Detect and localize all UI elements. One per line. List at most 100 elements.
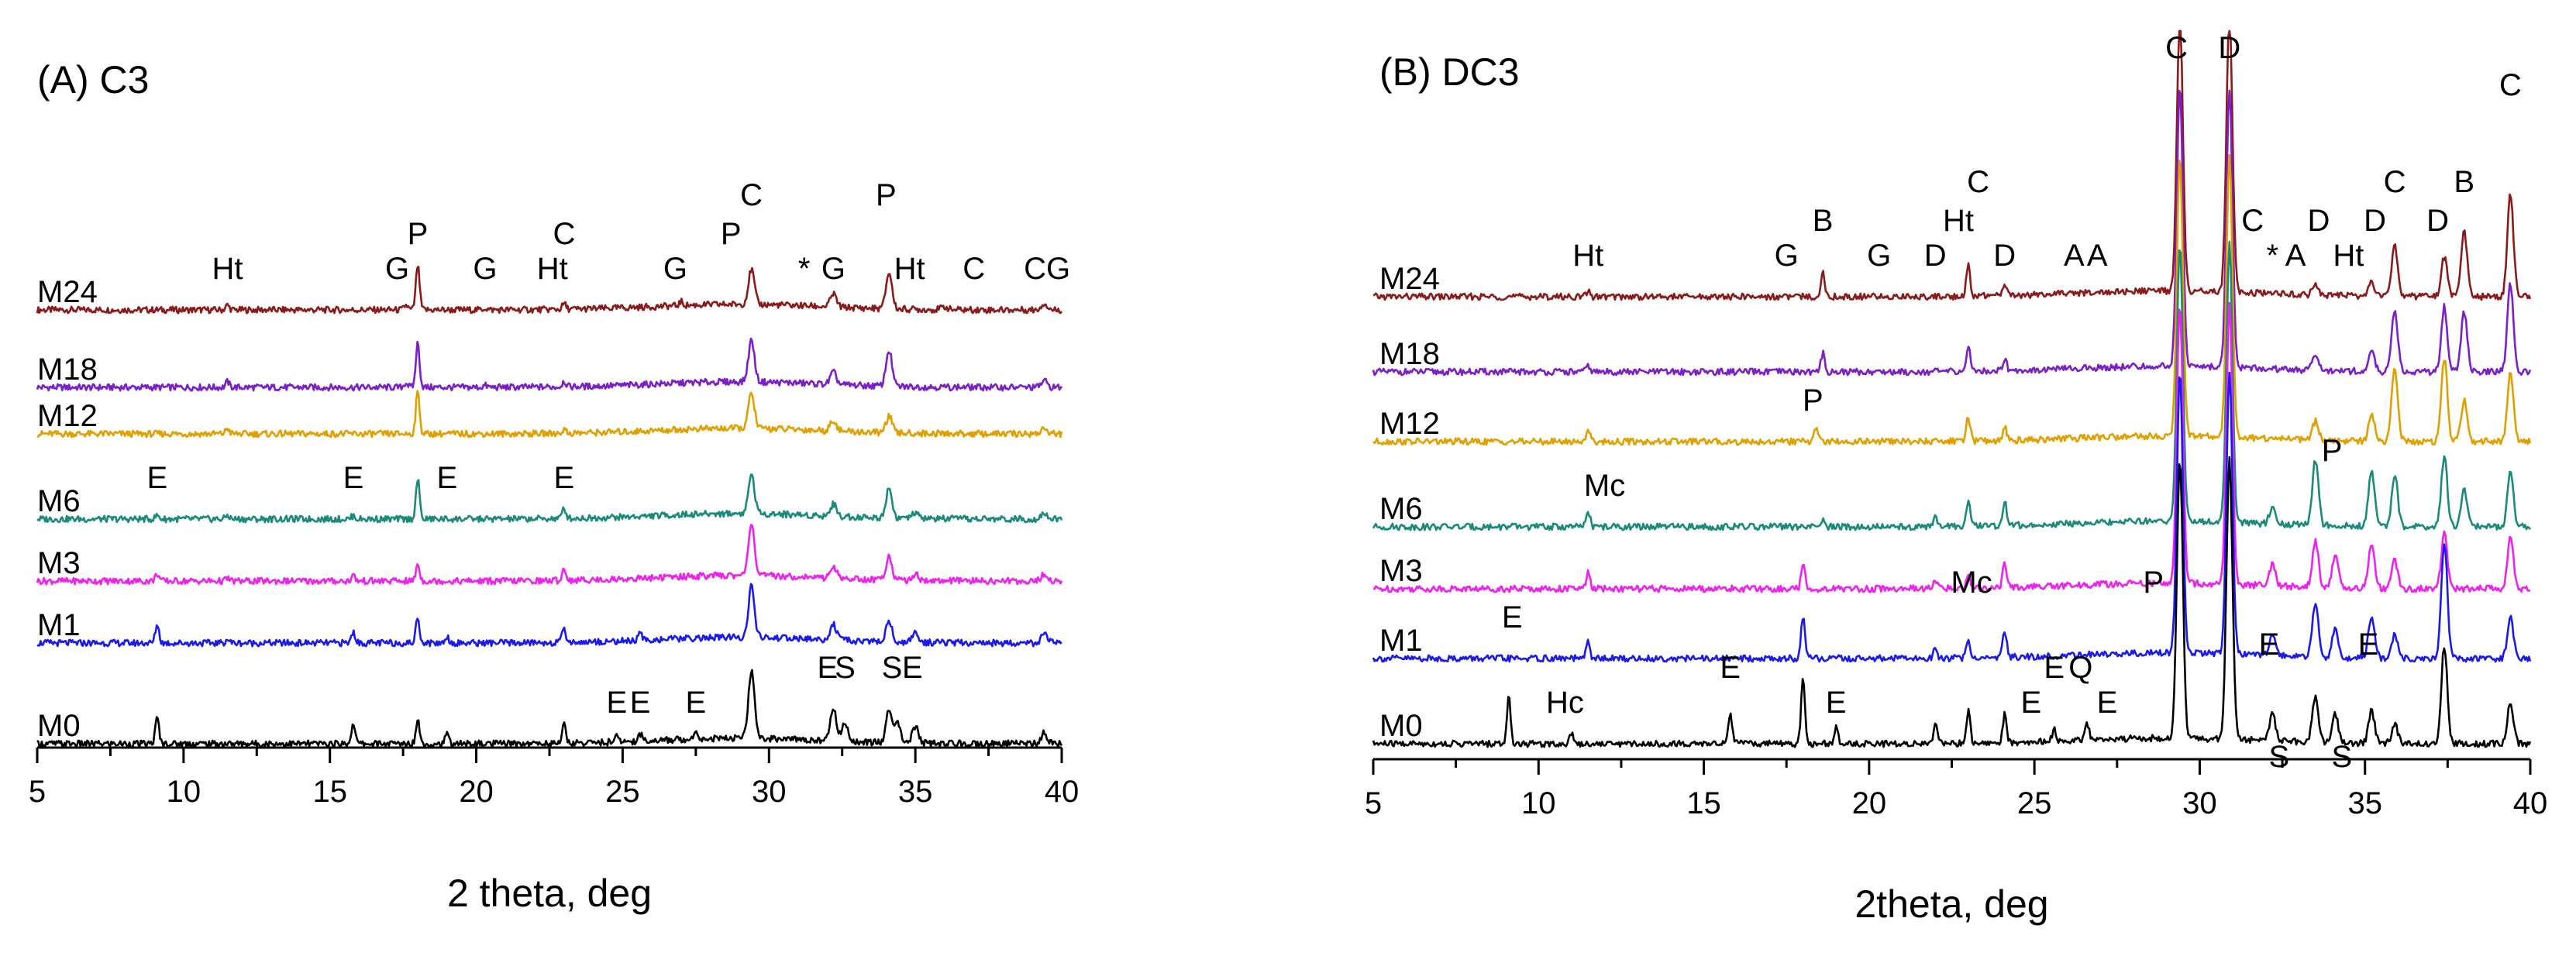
peak-annotation: P <box>2322 434 2343 468</box>
peak-annotation: P <box>1803 383 1824 418</box>
series-label-m1: M1 <box>1379 624 1423 658</box>
series-label-m6: M6 <box>1379 492 1423 526</box>
x-tick-label-35: 35 <box>2347 786 2382 820</box>
peak-annotation: Ht <box>1943 204 1974 238</box>
series-label-m18: M18 <box>37 352 98 387</box>
x-tick-label-15: 15 <box>312 775 347 809</box>
series-line-m18 <box>36 337 1063 392</box>
peak-annotation: Hc <box>1546 686 1584 720</box>
x-tick-label-10: 10 <box>1521 786 1556 820</box>
series-label-m12: M12 <box>1379 407 1440 441</box>
panel-a-chart: (A) C3 5 10 15 20 25 30 35 40 2 theta, deg M24 M18 M… <box>29 58 1079 915</box>
peak-annotation: E <box>147 461 168 495</box>
peak-annotation: P <box>408 217 429 251</box>
peak-annotation: D <box>1924 239 1947 273</box>
peak-annotation: E <box>2259 628 2280 662</box>
peak-annotation: E <box>436 461 457 495</box>
peak-annotation: G <box>821 252 845 286</box>
x-axis-title: 2 theta, deg <box>447 872 652 915</box>
peak-annotation: A <box>2064 239 2085 273</box>
series-label-m3: M3 <box>1379 554 1423 588</box>
peak-annotation: D <box>2308 204 2330 238</box>
series-label-m18: M18 <box>1379 337 1440 371</box>
x-tick-label-10: 10 <box>167 775 201 809</box>
peak-annotation: P <box>876 178 897 212</box>
series-line-m0 <box>1372 456 2532 748</box>
peak-annotation: C <box>2384 165 2406 199</box>
x-axis-title: 2theta, deg <box>1855 882 2048 926</box>
peak-annotation: Ht <box>2333 239 2364 273</box>
series-label-m24: M24 <box>37 275 98 309</box>
series-label-m0: M0 <box>37 709 81 743</box>
peak-annotation: CG <box>1024 252 1070 286</box>
peak-annotation: Ht <box>537 252 568 286</box>
peak-annotation: C <box>740 178 763 212</box>
peak-annotation: E <box>1826 686 1847 720</box>
series-line-m24 <box>36 266 1063 315</box>
peak-annotation: E <box>1720 651 1741 685</box>
peak-annotation: D <box>2364 204 2386 238</box>
series-line-m6 <box>1372 240 2532 531</box>
peak-annotation: E <box>2044 651 2065 685</box>
series-line-m24 <box>1372 29 2532 301</box>
peak-annotation: E <box>2358 628 2379 662</box>
x-tick-label-40: 40 <box>2513 786 2548 820</box>
peak-annotation: A <box>2285 239 2306 273</box>
series-label-m12: M12 <box>37 399 98 433</box>
peak-annotation: E <box>1502 600 1523 634</box>
peak-annotation: G <box>473 252 497 286</box>
x-tick-label-25: 25 <box>2017 786 2052 820</box>
x-tick-label-40: 40 <box>1045 775 1080 809</box>
peak-annotation: C <box>553 217 575 251</box>
peak-annotation: P <box>721 217 742 251</box>
panel-title: (A) C3 <box>37 58 149 101</box>
series-label-m1: M1 <box>37 608 81 642</box>
peak-annotation: E <box>902 651 923 685</box>
peak-annotation: E <box>343 461 364 495</box>
series-line-m3 <box>36 524 1063 586</box>
series-label-m6: M6 <box>37 484 81 518</box>
peak-annotation: S <box>2332 740 2353 774</box>
panel-b-chart: (B) DC3 5 10 15 20 25 30 35 40 2theta, deg M24 M18 M… <box>1365 29 2548 926</box>
series-line-m0 <box>36 669 1063 748</box>
peak-annotation: E <box>630 686 651 720</box>
x-tick-label-5: 5 <box>1365 786 1382 820</box>
x-tick-label-20: 20 <box>459 775 494 809</box>
peak-annotation: C <box>2241 204 2264 238</box>
x-tick-label-35: 35 <box>898 775 933 809</box>
peak-annotation: E <box>817 651 838 685</box>
peak-annotation: Mc <box>1951 566 1992 600</box>
x-tick-label-15: 15 <box>1686 786 1721 820</box>
peak-annotation: C <box>1967 165 1989 199</box>
peak-annotation: * <box>2266 239 2278 273</box>
peak-annotation: G <box>1867 239 1891 273</box>
peak-annotation: S <box>2268 740 2289 774</box>
peak-annotation: E <box>2097 686 2118 720</box>
series-label-m24: M24 <box>1379 262 1440 296</box>
peak-annotation: E <box>607 686 628 720</box>
series-line-m12 <box>1372 153 2532 446</box>
peak-annotation: B <box>2454 165 2474 199</box>
series-line-m12 <box>36 390 1063 438</box>
x-tick-label-20: 20 <box>1852 786 1887 820</box>
peak-annotation: C <box>963 252 985 286</box>
series-line-m6 <box>36 473 1063 524</box>
x-tick-label-30: 30 <box>2182 786 2217 820</box>
peak-annotation: D <box>2426 204 2449 238</box>
peak-annotation: A <box>2087 239 2108 273</box>
series-label-m3: M3 <box>37 546 81 580</box>
peak-annotation: Ht <box>1572 239 1603 273</box>
peak-annotation: G <box>385 252 409 286</box>
peak-annotation: D <box>2218 31 2240 65</box>
series-line-m3 <box>1373 301 2531 593</box>
peak-annotation: * <box>798 252 811 286</box>
peak-annotation: B <box>1813 204 1834 238</box>
series-line-m1 <box>36 583 1062 648</box>
peak-annotation: S <box>835 651 856 685</box>
peak-annotation: C <box>2499 68 2522 102</box>
panel-title: (B) DC3 <box>1379 50 1520 94</box>
peak-annotation: Q <box>2068 651 2092 685</box>
peak-annotation: G <box>1775 239 1799 273</box>
